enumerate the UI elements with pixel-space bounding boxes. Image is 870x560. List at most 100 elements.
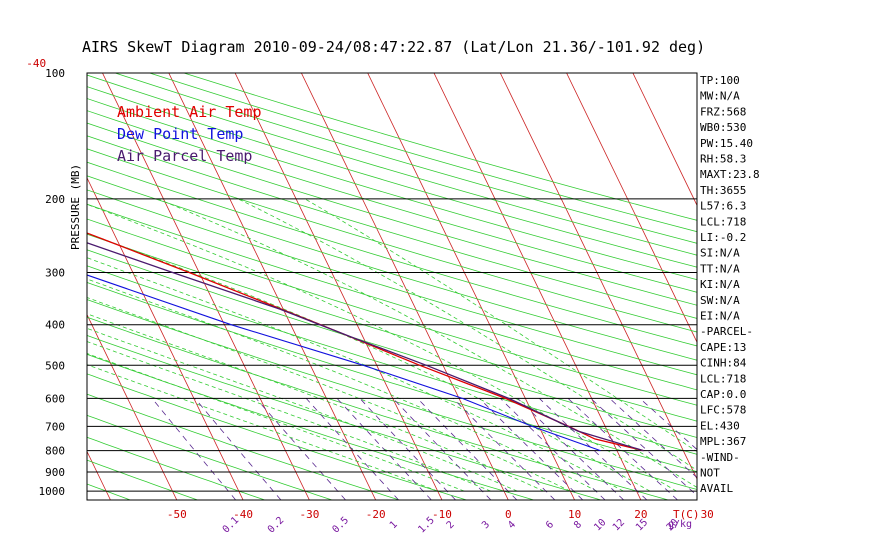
dry-adiabat-line [87, 483, 131, 500]
parcel-temp-curve [87, 242, 644, 452]
index-entry: SW:N/A [700, 294, 740, 307]
pressure-tick-label: 100 [45, 67, 65, 80]
isotherm-line [87, 450, 111, 500]
dry-adiabat-line [87, 265, 697, 455]
mixing-ratio-line [151, 398, 237, 500]
index-entry: LFC:578 [700, 404, 746, 417]
bottom-temp-tick-label: -20 [366, 508, 386, 521]
pressure-tick-label: 700 [45, 420, 65, 433]
mixing-ratio-tick-label: 3 [480, 519, 492, 531]
bottom-temp-tick-label: -30 [299, 508, 319, 521]
mixing-ratio-tick-label: 10 [592, 517, 608, 533]
mixing-ratio-tick-label: 0.5 [331, 515, 352, 536]
index-entry: PW:15.40 [700, 137, 753, 150]
bottom-temp-tick-labels: -50 -40 -30 -20 -10 0 10 20 30 [167, 508, 714, 521]
bottom-temp-tick-label: 0 [505, 508, 512, 521]
pressure-tick-label: 600 [45, 392, 65, 405]
mixing-ratio-line [500, 398, 606, 500]
mixing-ratio-tick-label: 8 [572, 519, 584, 531]
mixing-ratio-line [567, 398, 678, 500]
isotherm-line [301, 73, 509, 500]
dry-adiabat-line [87, 353, 534, 500]
isotherm-line [632, 73, 697, 207]
pressure-tick-label: 900 [45, 466, 65, 479]
mixing-ratio-line [194, 398, 282, 500]
bottom-temp-tick-label: 20 [634, 508, 647, 521]
dry-adiabat-line [87, 414, 333, 500]
moist-adiabat-line [87, 327, 518, 492]
mixing-ratio-tick-label: 2 [445, 519, 457, 531]
index-entry: LCL:718 [700, 215, 746, 228]
dry-adiabat-line [87, 373, 467, 500]
mixing-ratio-line [452, 398, 556, 500]
index-entry: AVAIL [700, 482, 733, 495]
isotherm-line [87, 313, 178, 500]
dry-adiabat-line [87, 316, 669, 500]
index-entry: FRZ:568 [700, 105, 746, 118]
pressure-tick-label: 1000 [39, 485, 66, 498]
bottom-axis-unit: T(C) [673, 508, 700, 521]
mixing-ratio-line [639, 398, 697, 450]
ambient-temp-curve [87, 232, 644, 452]
dry-adiabat-line [87, 148, 697, 333]
dry-adiabat-line [183, 73, 697, 221]
isotherm-line [566, 73, 697, 344]
moist-adiabat-line [304, 198, 697, 453]
chart-title: AIRS SkewT Diagram 2010-09-24/08:47:22.8… [82, 38, 705, 56]
mixing-ratio-tick-label: 1 [388, 519, 400, 531]
isotherm-line [87, 176, 244, 500]
bottom-temp-tick-label: 10 [568, 508, 581, 521]
dry-adiabat-line [87, 189, 697, 376]
dry-adiabat-line [87, 135, 697, 319]
legend-ambient: Ambient Air Temp [117, 103, 262, 121]
pressure-tick-label: 800 [45, 445, 65, 458]
index-entry: LI:-0.2 [700, 231, 746, 244]
index-entry: TT:N/A [700, 262, 740, 275]
index-entry: MAXT:23.8 [700, 168, 760, 181]
dry-adiabat-line [87, 98, 697, 281]
pressure-tick-label: 300 [45, 267, 65, 280]
dry-adiabat-line [87, 436, 265, 500]
isotherm-line [367, 73, 575, 500]
stability-indices: TP:100 MW:N/A FRZ:568 WB0:530 PW:15.40 RH:58.… [700, 74, 760, 495]
mixing-ratio-line [305, 398, 399, 500]
sounding-curves [87, 232, 644, 452]
dry-adiabat-line [87, 175, 697, 361]
mixing-ratio-tick-label: 12 [611, 517, 627, 533]
top-temp-tick-label: -40 [26, 57, 46, 70]
legend-parcel: Air Parcel Temp [117, 147, 252, 165]
mixing-ratio-line [255, 398, 346, 500]
mixing-ratio-unit: g/kg [668, 519, 692, 530]
bottom-temp-tick-label: -50 [167, 508, 187, 521]
mixing-ratio-tick-label: 0.2 [266, 515, 287, 536]
index-entry: RH:58.3 [700, 153, 746, 166]
index-entry: CAPE:13 [700, 341, 746, 354]
legend-dewpoint: Dew Point Temp [117, 125, 243, 143]
index-entry: EL:430 [700, 419, 740, 432]
moist-adiabat-line [87, 353, 465, 492]
pressure-tick-label: 200 [45, 193, 65, 206]
legend: Ambient Air Temp Dew Point Temp Air Parc… [117, 103, 262, 165]
index-entry: CINH:84 [700, 357, 747, 370]
mixing-ratio-line [336, 398, 432, 500]
mixing-ratio-line [479, 398, 584, 500]
isotherm-line [499, 73, 697, 480]
dry-adiabat-line [87, 299, 697, 490]
dry-adiabat-line [87, 393, 400, 500]
dry-adiabat-line [87, 282, 697, 473]
moist-adiabat-line [87, 257, 624, 492]
index-entry: CAP:0.0 [700, 388, 746, 401]
moist-adiabat-line [87, 364, 438, 492]
dry-adiabat-line [87, 86, 697, 268]
dry-adiabat-line [87, 218, 697, 406]
mixing-ratio-tick-label: 4 [506, 519, 518, 531]
mixing-ratio-tick-label: 6 [544, 519, 556, 531]
moist-adiabat-line [87, 232, 651, 492]
index-entry: -WIND- [700, 451, 740, 464]
mixing-ratio-line [417, 398, 518, 500]
dry-adiabat-line [87, 161, 697, 347]
dry-adiabat-line [87, 110, 697, 293]
dry-adiabat-line [87, 122, 697, 306]
index-entry: MW:N/A [700, 90, 740, 103]
